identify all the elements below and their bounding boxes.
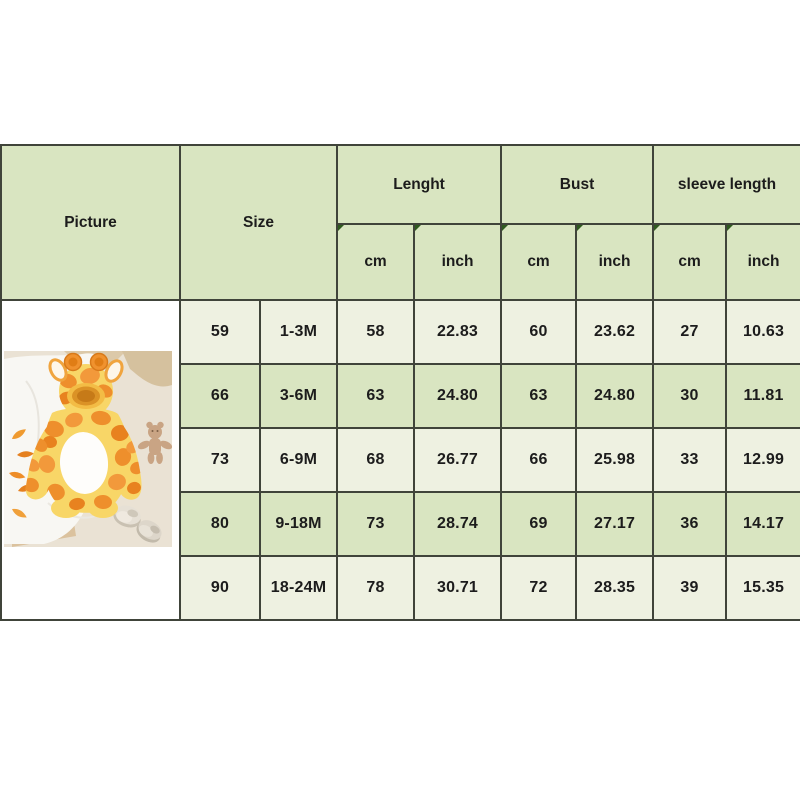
length-cm-cell: 78: [336, 555, 416, 621]
table-row: 73 6-9M 68 26.77 66 25.98 33 12.99: [1, 427, 800, 493]
length-cm-cell: 63: [336, 363, 416, 429]
header-bust-cm: cm: [500, 223, 578, 301]
length-inch-cell: 22.83: [413, 299, 503, 365]
bust-cm-cell: 66: [500, 427, 578, 493]
table-row: 80 9-18M 73 28.74 69 27.17 36 14.17: [1, 491, 800, 557]
sleeve-cm-cell: 36: [652, 491, 728, 557]
sleeve-inch-cell: 15.35: [725, 555, 800, 621]
size-cell: 59: [179, 299, 261, 365]
length-inch-cell: 28.74: [413, 491, 503, 557]
bust-cm-cell: 60: [500, 299, 578, 365]
excel-corner-mark-icon: [338, 225, 345, 231]
size-cell: 66: [179, 363, 261, 429]
bust-cm-cell: 63: [500, 363, 578, 429]
baby-booties: [113, 505, 162, 543]
table-row: 90 18-24M 78 30.71 72 28.35 39 15.35: [1, 555, 800, 621]
header-length-inch: inch: [413, 223, 503, 301]
size-chart-table: Picture Size Lenght Bust sleeve length c…: [0, 144, 800, 621]
excel-corner-mark-icon: [727, 225, 734, 231]
table-row: 59 1-3M 58 22.83 60 23.62 27 10.63: [0, 299, 800, 621]
length-inch-cell: 26.77: [413, 427, 503, 493]
excel-corner-mark-icon: [415, 225, 422, 231]
header-sleeve-inch: inch: [725, 223, 800, 301]
header-row-units: cm inch cm inch cm inch: [1, 223, 800, 301]
sleeve-cm-cell: 27: [652, 299, 728, 365]
excel-corner-mark-icon: [654, 225, 661, 231]
sleeve-inch-cell: 11.81: [725, 363, 800, 429]
length-cm-cell: 73: [336, 491, 416, 557]
age-cell: 18-24M: [258, 555, 339, 621]
header-bust: Bust: [500, 144, 655, 225]
size-cell: 80: [179, 491, 261, 557]
header-size: Size: [178, 144, 339, 301]
size-cell: 73: [179, 427, 261, 493]
length-cm-cell: 58: [336, 299, 416, 365]
age-cell: 1-3M: [258, 299, 339, 365]
bust-inch-cell: 25.98: [575, 427, 655, 493]
giraffe-romper: [25, 352, 142, 518]
age-cell: 6-9M: [258, 427, 339, 493]
age-cell: 9-18M: [258, 491, 339, 557]
wooden-bear-toy: [137, 421, 173, 464]
bust-cm-cell: 69: [500, 491, 578, 557]
bust-inch-cell: 28.35: [575, 555, 655, 621]
sleeve-inch-cell: 12.99: [725, 427, 800, 493]
length-inch-cell: 24.80: [413, 363, 503, 429]
excel-corner-mark-icon: [577, 225, 584, 231]
header-sleeve-cm: cm: [652, 223, 728, 301]
length-cm-cell: 68: [336, 427, 416, 493]
product-photo-cell: [0, 299, 181, 621]
bust-cm-cell: 72: [500, 555, 578, 621]
sleeve-cm-cell: 39: [652, 555, 728, 621]
excel-corner-mark-icon: [502, 225, 509, 231]
bust-inch-cell: 27.17: [575, 491, 655, 557]
table-row: 66 3-6M 63 24.80 63 24.80 30 11.81: [1, 363, 800, 429]
sleeve-inch-cell: 14.17: [725, 491, 800, 557]
size-cell: 90: [179, 555, 261, 621]
bust-inch-cell: 24.80: [575, 363, 655, 429]
header-length: Lenght: [336, 144, 503, 225]
header-length-cm: cm: [336, 223, 416, 301]
length-inch-cell: 30.71: [413, 555, 503, 621]
sleeve-cm-cell: 30: [652, 363, 728, 429]
sleeve-inch-cell: 10.63: [725, 299, 800, 365]
header-row-main: Picture Size Lenght Bust sleeve length: [0, 144, 800, 301]
header-picture: Picture: [0, 144, 181, 301]
header-sleeve-length: sleeve length: [652, 144, 800, 225]
header-bust-inch: inch: [575, 223, 655, 301]
bust-inch-cell: 23.62: [575, 299, 655, 365]
age-cell: 3-6M: [258, 363, 339, 429]
sleeve-cm-cell: 33: [652, 427, 728, 493]
product-photo: [4, 351, 173, 547]
